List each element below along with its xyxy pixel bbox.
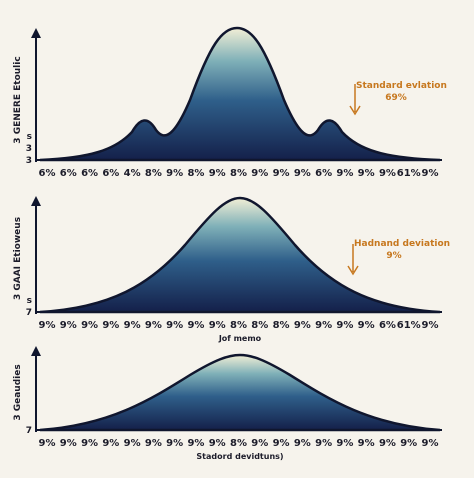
x-tick-label: 9%: [124, 320, 141, 331]
x-tick-label: 9%: [81, 320, 98, 331]
x-tick-label: 9%: [294, 438, 311, 449]
x-tick-label: 9%: [315, 438, 332, 449]
y-axis-label: 3 GENERE Etoulic: [13, 56, 23, 143]
x-tick-label: 9%: [187, 320, 204, 331]
annotation: Hadnand deviation: [354, 239, 450, 249]
y-tick-label: s: [27, 296, 32, 306]
x-tick-label: 9%: [39, 320, 56, 331]
x-tick-label: 9%: [400, 438, 417, 449]
y-axis-label: 3 Geaudies: [13, 364, 23, 420]
x-tick-label: 9%: [336, 438, 353, 449]
annotation: 69%: [385, 93, 407, 103]
x-tick-label: 9%: [358, 438, 375, 449]
y-tick-label: 3: [26, 156, 32, 166]
x-tick-label: 9%: [209, 168, 226, 179]
x-tick-label: 9%: [422, 320, 439, 331]
y-axis-label: 3 GAAI Etioweus: [13, 217, 23, 300]
x-tick-label: 6%: [315, 168, 332, 179]
x-tick-label: 6%: [379, 320, 396, 331]
x-tick-label: 8%: [230, 320, 247, 331]
x-tick-label: 9%: [209, 438, 226, 449]
x-tick-label: 9%: [336, 168, 353, 179]
arrow: [31, 196, 41, 206]
x-tick-label: 9%: [145, 438, 162, 449]
x-tick-label: 9%: [145, 320, 162, 331]
x-tick-label: 8%: [273, 320, 290, 331]
annotation: Standard evlation: [356, 81, 447, 91]
curve: [39, 353, 441, 432]
y-tick-label: 7: [26, 308, 32, 318]
y-tick-label: s: [27, 132, 32, 142]
x-tick-label: 4%: [124, 168, 141, 179]
x-tick-label: 9%: [124, 438, 141, 449]
x-tick-label: 9%: [358, 320, 375, 331]
x-tick-label: 9%: [336, 320, 353, 331]
x-tick-label: 9%: [187, 438, 204, 449]
x-tick-label: 8%: [187, 168, 204, 179]
x-tick-label: 9%: [315, 320, 332, 331]
x-tick-label: 9%: [379, 438, 396, 449]
x-tick-label: 9%: [60, 320, 77, 331]
x-tick-label: 61%: [397, 320, 421, 331]
x-tick-label: 8%: [230, 438, 247, 449]
x-tick-label: 6%: [39, 168, 56, 179]
y-tick-label: 3: [26, 144, 32, 154]
x-tick-label: 9%: [294, 168, 311, 179]
x-tick-label: 9%: [358, 168, 375, 179]
x-tick-label: 6%: [60, 168, 77, 179]
x-tick-label: 9%: [209, 320, 226, 331]
x-tick-label: 8%: [145, 168, 162, 179]
x-tick-label: 61%: [397, 168, 421, 179]
x-tick-label: 9%: [102, 320, 119, 331]
x-tick-label: 9%: [39, 438, 56, 449]
x-tick-label: 9%: [251, 438, 268, 449]
x-tick-label: 9%: [422, 168, 439, 179]
x-tick-label: 9%: [273, 168, 290, 179]
x-tick-label: 9%: [60, 438, 77, 449]
x-tick-label: 9%: [273, 438, 290, 449]
x-tick-label: 9%: [251, 168, 268, 179]
curve: [39, 196, 441, 314]
curve: [39, 26, 441, 162]
x-tick-label: 9%: [294, 320, 311, 331]
x-tick-label: 6%: [102, 168, 119, 179]
x-tick-label: 9%: [102, 438, 119, 449]
arrow: [31, 28, 41, 38]
annotation-arrow: [349, 84, 361, 116]
x-tick-label: 9%: [422, 438, 439, 449]
y-tick-label: 7: [26, 426, 32, 436]
x-tick-label: 8%: [230, 168, 247, 179]
arrow: [31, 346, 41, 356]
x-tick-label: 9%: [379, 168, 396, 179]
x-tick-label: 9%: [166, 320, 183, 331]
annotation-arrow: [347, 244, 359, 276]
x-tick-label: 9%: [166, 438, 183, 449]
x-tick-label: 8%: [251, 320, 268, 331]
x-tick-label: 9%: [81, 438, 98, 449]
x-tick-label: 6%: [81, 168, 98, 179]
x-tick-label: 9%: [166, 168, 183, 179]
x-axis-title: Stadord devidtuns): [196, 452, 283, 461]
x-axis-title: Jof memo: [218, 334, 262, 343]
annotation: 9%: [386, 251, 401, 261]
